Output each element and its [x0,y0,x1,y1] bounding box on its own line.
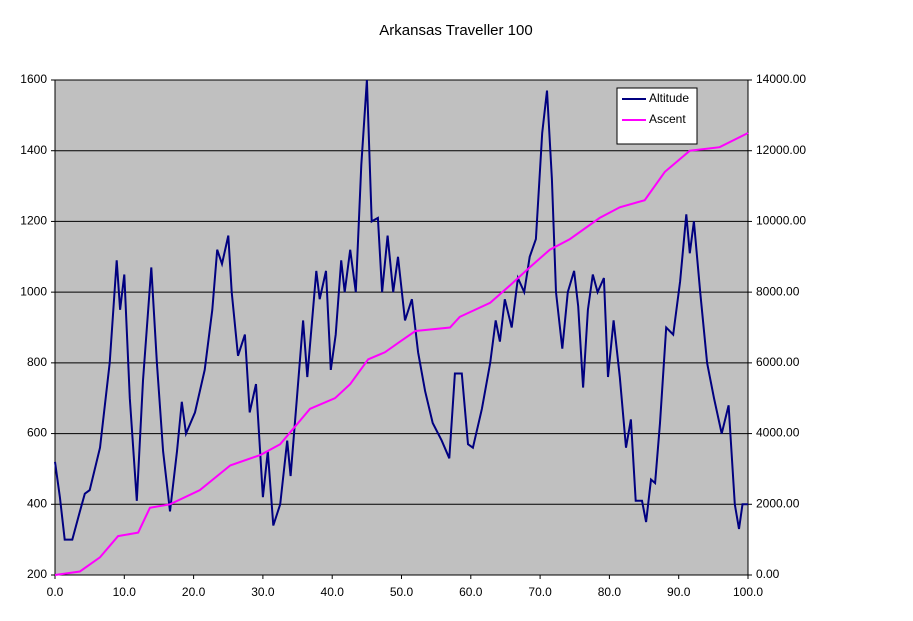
y-tick-label: 1600 [20,72,47,86]
x-tick-label: 50.0 [390,585,414,599]
axis-frame [54,80,749,576]
y-tick-label: 1000 [20,284,47,298]
y-tick-label: 400 [27,496,47,510]
y2-tick-label: 10000.00 [756,214,806,228]
line-series [54,132,749,576]
y2-tick-label: 0.00 [756,567,780,581]
y2-tick-label: 14000.00 [756,72,806,86]
x-tick-label: 30.0 [251,585,275,599]
x-tick-label: 70.0 [528,585,552,599]
y2-tick-label: 12000.00 [756,143,806,157]
y2-tick-label: 4000.00 [756,426,800,440]
line-series [54,79,748,541]
legend-label: Ascent [649,112,686,126]
x-tick-label: 0.0 [47,585,64,599]
legend-box [616,87,698,145]
x-tick-label: 100.0 [733,585,763,599]
chart-title: Arkansas Traveller 100 [379,22,532,39]
y-tick-label: 1200 [20,214,47,228]
y2-tick-label: 2000.00 [756,496,800,510]
plot-area [55,80,748,575]
y-tick-label: 200 [27,567,47,581]
x-tick-label: 80.0 [598,585,622,599]
x-tick-label: 40.0 [321,585,345,599]
y2-tick-label: 6000.00 [756,355,800,369]
x-tick-label: 20.0 [182,585,206,599]
x-tick-label: 10.0 [113,585,137,599]
legend-label: Altitude [649,91,689,105]
x-tick-label: 90.0 [667,585,691,599]
y2-tick-label: 8000.00 [756,284,800,298]
x-tick-label: 60.0 [459,585,483,599]
y-tick-label: 1400 [20,143,47,157]
y-tick-label: 800 [27,355,47,369]
y-tick-label: 600 [27,426,47,440]
